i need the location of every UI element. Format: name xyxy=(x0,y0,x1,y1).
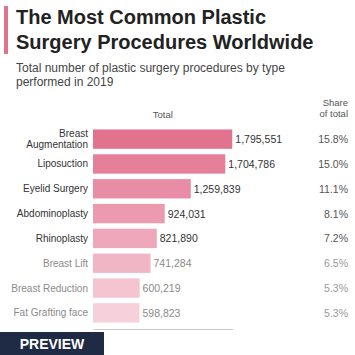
x-axis xyxy=(94,329,234,330)
share-labels: 15.8% 15.0% 11.1% 8.1% 7.2% 6.5% 5.3% 5.3% xyxy=(318,133,348,319)
category-label: BreastAugmentation xyxy=(26,128,88,150)
text-line: Surgery Procedures Worldwide xyxy=(16,31,314,53)
bars xyxy=(93,129,232,322)
bar xyxy=(93,229,157,248)
text-line: Augmentation xyxy=(26,139,88,150)
category-label: Breast Reduction xyxy=(11,283,88,294)
text-line: Eyelid Surgery xyxy=(23,183,88,194)
data-label: 1,704,786 xyxy=(228,158,275,170)
data-label: 598,823 xyxy=(142,307,180,319)
category-label: Liposuction xyxy=(37,158,88,169)
bar xyxy=(93,129,232,148)
share-label: 5.3% xyxy=(324,282,348,294)
category-labels: BreastAugmentation Liposuction Eyelid Surg… xyxy=(11,128,88,318)
share-label: 7.2% xyxy=(324,232,348,244)
text-line: Breast xyxy=(59,128,88,139)
data-label: 821,890 xyxy=(160,232,198,244)
category-label: Abdominoplasty xyxy=(17,208,88,219)
bar xyxy=(93,204,165,223)
text-line: The Most Common Plastic xyxy=(16,6,266,28)
column-header: Share xyxy=(323,97,348,108)
title-accent xyxy=(4,6,8,54)
data-label: 1,795,551 xyxy=(235,133,282,145)
data-label: 1,259,839 xyxy=(194,183,241,195)
text-line: Total number of plastic surgery procedur… xyxy=(16,61,285,75)
data-label: 741,284 xyxy=(154,257,192,269)
category-label: Fat Grafting face xyxy=(14,307,89,318)
column-header: of total xyxy=(319,108,348,119)
share-label: 11.1% xyxy=(319,183,348,195)
bar xyxy=(93,278,140,297)
category-label: Rhinoplasty xyxy=(36,233,88,244)
subtitle: Total number of plastic surgery procedur… xyxy=(16,61,285,89)
bar xyxy=(93,154,225,173)
bar xyxy=(93,254,151,273)
data-labels: 1,795,551 1,704,786 1,259,839 924,031 821,89… xyxy=(142,133,282,319)
bar xyxy=(93,179,191,198)
text-line: Breast Reduction xyxy=(11,283,88,294)
title: The Most Common Plastic Surgery Procedure… xyxy=(16,6,314,53)
category-label: Eyelid Surgery xyxy=(23,183,88,194)
chart: The Most Common Plastic Surgery Procedure… xyxy=(0,0,355,355)
column-header: Total xyxy=(153,109,173,120)
text-line: Breast Lift xyxy=(43,258,88,269)
watermark-box xyxy=(0,332,104,355)
category-label: Breast Lift xyxy=(43,258,88,269)
axis-line xyxy=(94,329,234,330)
text-line: Abdominoplasty xyxy=(17,208,88,219)
text-line: performed in 2019 xyxy=(16,75,114,89)
text-line: Rhinoplasty xyxy=(36,233,88,244)
share-label: 15.0% xyxy=(318,158,348,170)
share-label: 15.8% xyxy=(318,133,348,145)
text-line: Fat Grafting face xyxy=(14,307,89,318)
data-label: 924,031 xyxy=(168,208,206,220)
text-line: Liposuction xyxy=(37,158,88,169)
watermark: PREVIEW xyxy=(20,336,85,352)
bar xyxy=(93,303,139,322)
share-label: 8.1% xyxy=(324,208,348,220)
data-label: 600,219 xyxy=(143,282,181,294)
share-label: 6.5% xyxy=(324,257,348,269)
share-label: 5.3% xyxy=(324,307,348,319)
